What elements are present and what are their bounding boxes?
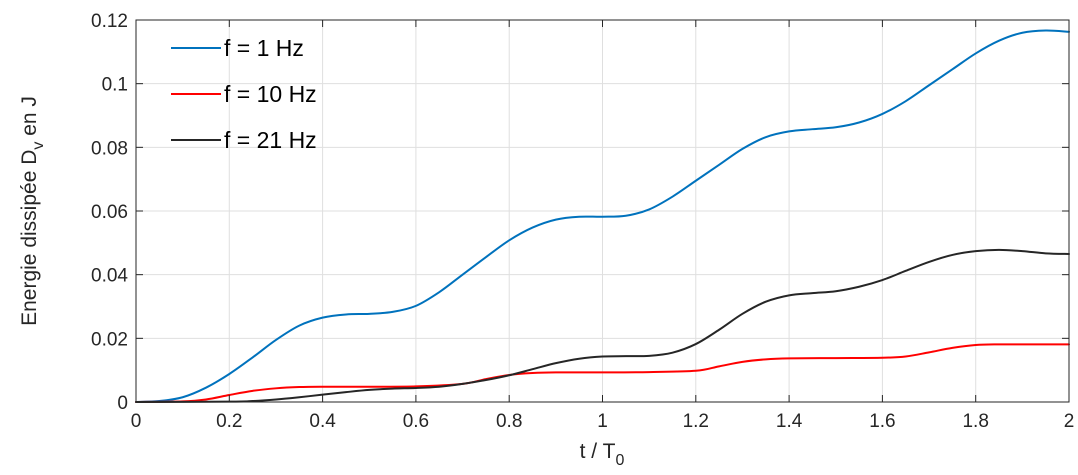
y-axis-label-main: Energie dissipée D [18,150,41,326]
ticks [135,19,1070,403]
x-tick-label: 0.2 [216,411,242,432]
x-tick-label: 1 [597,411,608,432]
legend-label-2: f = 10 Hz [224,81,317,107]
series-line-3 [135,248,1070,403]
x-tick-label: 0.4 [309,411,336,432]
x-tick-label: 1.8 [962,411,988,432]
y-tick-label: 0.08 [91,138,128,159]
x-tick-label: 0.6 [403,411,429,432]
y-tick-label: 0.12 [91,11,128,32]
x-tick-label: 0.8 [496,411,522,432]
x-tick-label: 0 [131,411,142,432]
y-tick-label: 0 [117,393,128,414]
series-line-2 [135,343,1070,403]
legend-label-1: f = 1 Hz [224,35,304,61]
x-tick-label: 1.4 [776,411,803,432]
y-tick-label: 0.1 [102,75,128,96]
y-axis-label-subscript: v [30,142,47,150]
y-axis-label: Energie dissipée Dv en J [18,96,47,326]
y-tick-label: 0.02 [91,329,128,350]
y-axis-label-tail: en J [18,96,41,142]
x-tick-label: 2 [1064,411,1075,432]
x-tick-label: 1.6 [869,411,895,432]
series-line-1 [135,29,1070,403]
y-tick-label: 0.06 [91,202,128,223]
x-axis-label: t / T0 [580,440,625,469]
series-group [135,29,1070,403]
legend: f = 1 Hz f = 10 Hz f = 21 Hz [171,35,317,153]
tick-labels: 0 0.2 0.4 0.6 0.8 1 1.2 1.4 1.6 1.8 2 0 0.02 0.04 0.06… [91,11,1074,432]
x-axis-label-main: t / T [580,440,616,463]
legend-label-3: f = 21 Hz [224,127,317,153]
x-axis-label-subscript: 0 [615,452,624,469]
y-tick-label: 0.04 [91,266,128,287]
x-tick-label: 1.2 [683,411,709,432]
